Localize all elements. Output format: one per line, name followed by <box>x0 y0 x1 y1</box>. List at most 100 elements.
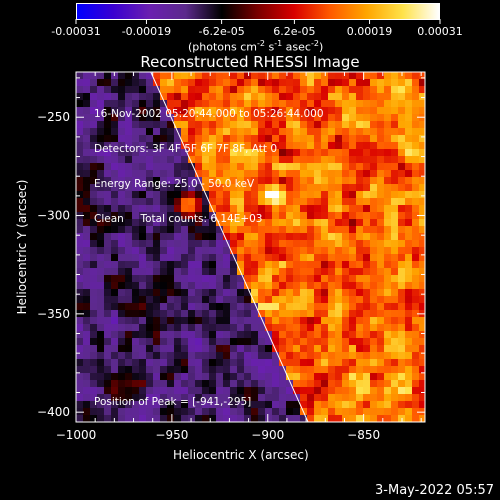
heatmap-cell <box>146 261 154 269</box>
heatmap-cell <box>335 310 343 318</box>
heatmap-cell <box>286 86 294 94</box>
heatmap-cell <box>153 86 161 94</box>
heatmap-cell <box>160 72 168 80</box>
heatmap-cell <box>251 373 259 381</box>
heatmap-cell <box>146 380 154 388</box>
heatmap-cell <box>251 247 259 255</box>
heatmap-cell <box>90 310 98 318</box>
heatmap-cell <box>237 170 245 178</box>
heatmap-cell <box>195 268 203 276</box>
heatmap-cell <box>125 324 133 332</box>
heatmap-cell <box>265 170 273 178</box>
heatmap-cell <box>363 219 371 227</box>
heatmap-cell <box>391 170 399 178</box>
heatmap-cell <box>90 86 98 94</box>
heatmap-cell <box>370 240 378 248</box>
heatmap-cell <box>314 212 322 220</box>
heatmap-cell <box>146 352 154 360</box>
heatmap-cell <box>104 86 112 94</box>
heatmap-cell <box>272 366 280 374</box>
heatmap-cell <box>265 79 273 87</box>
heatmap-cell <box>419 289 425 297</box>
heatmap-cell <box>370 121 378 129</box>
heatmap-cell <box>377 282 385 290</box>
heatmap-cell <box>167 149 175 157</box>
heatmap-cell <box>279 415 287 422</box>
heatmap-cell <box>265 191 273 199</box>
heatmap-cell <box>279 198 287 206</box>
heatmap-cell <box>132 198 140 206</box>
heatmap-cell <box>300 219 308 227</box>
heatmap-cell <box>391 114 399 122</box>
heatmap-cell <box>160 191 168 199</box>
heatmap-cell <box>321 345 329 353</box>
heatmap-cell <box>153 107 161 115</box>
heatmap-cell <box>286 254 294 262</box>
heatmap-cell <box>286 331 294 339</box>
heatmap-cell <box>174 107 182 115</box>
heatmap-cell <box>118 93 126 101</box>
heatmap-cell <box>97 366 105 374</box>
heatmap-cell <box>377 401 385 409</box>
heatmap-cell <box>398 93 406 101</box>
heatmap-cell <box>237 149 245 157</box>
heatmap-cell <box>321 156 329 164</box>
heatmap-cell <box>97 296 105 304</box>
heatmap-cell <box>321 324 329 332</box>
heatmap-cell <box>335 121 343 129</box>
heatmap-cell <box>139 79 147 87</box>
heatmap-cell <box>314 156 322 164</box>
heatmap-cell <box>167 303 175 311</box>
heatmap-cell <box>139 303 147 311</box>
heatmap-cell <box>97 310 105 318</box>
heatmap-cell <box>419 121 425 129</box>
heatmap-cell <box>111 198 119 206</box>
heatmap-cell <box>118 394 126 402</box>
heatmap-cell <box>118 401 126 409</box>
heatmap-cell <box>300 107 308 115</box>
heatmap-cell <box>405 240 413 248</box>
heatmap-cell <box>83 275 91 283</box>
heatmap-cell <box>307 310 315 318</box>
heatmap-cell <box>160 408 168 416</box>
heatmap-cell <box>181 114 189 122</box>
heatmap-cell <box>335 345 343 353</box>
heatmap-cell <box>258 100 266 108</box>
heatmap-cell <box>181 233 189 241</box>
heatmap-cell <box>342 254 350 262</box>
heatmap-cell <box>125 247 133 255</box>
heatmap-cell <box>195 401 203 409</box>
heatmap-cell <box>279 226 287 234</box>
heatmap-cell <box>237 114 245 122</box>
heatmap-cell <box>90 191 98 199</box>
heatmap-cell <box>139 254 147 262</box>
heatmap-cell <box>188 310 196 318</box>
heatmap-cell <box>111 100 119 108</box>
heatmap-cell <box>349 114 357 122</box>
heatmap-cell <box>167 387 175 395</box>
heatmap-cell <box>244 254 252 262</box>
units-exp: -2 <box>256 39 265 48</box>
heatmap-cell <box>377 366 385 374</box>
heatmap-cell <box>181 86 189 94</box>
heatmap-cell <box>111 331 119 339</box>
heatmap-cell <box>216 282 224 290</box>
heatmap-cell <box>356 233 364 241</box>
heatmap-cell <box>321 380 329 388</box>
heatmap-cell <box>307 387 315 395</box>
heatmap-cell <box>328 282 336 290</box>
heatmap-cell <box>83 352 91 360</box>
heatmap-cell <box>111 226 119 234</box>
heatmap-cell <box>132 345 140 353</box>
heatmap-cell <box>237 380 245 388</box>
heatmap-cell <box>398 163 406 171</box>
heatmap-cell <box>419 233 425 241</box>
heatmap-cell <box>223 149 231 157</box>
heatmap-cell <box>405 121 413 129</box>
heatmap-cell <box>97 114 105 122</box>
heatmap-cell <box>230 93 238 101</box>
heatmap-cell <box>76 93 84 101</box>
heatmap-cell <box>139 156 147 164</box>
heatmap-cell <box>132 128 140 136</box>
heatmap-cell <box>244 121 252 129</box>
